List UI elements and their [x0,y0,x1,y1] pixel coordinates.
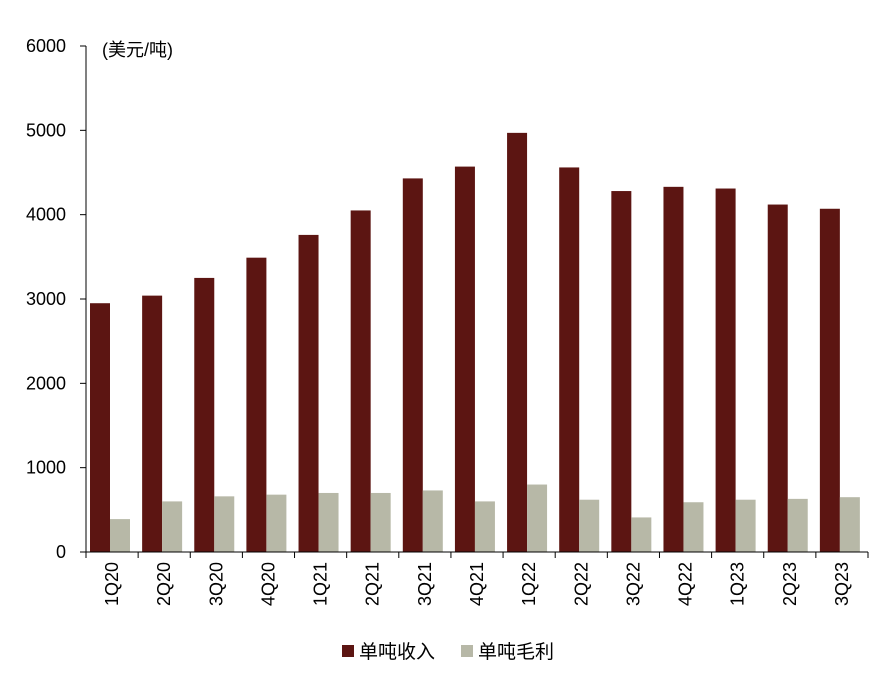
x-tick-label: 3Q23 [832,562,852,606]
y-tick-label: 4000 [26,205,66,225]
y-tick-label: 5000 [26,120,66,140]
revenue-bar-3Q20 [194,277,215,552]
x-tick-label: 1Q21 [311,562,331,606]
x-tick-label: 1Q23 [728,562,748,606]
revenue-bar-2Q20 [142,295,163,552]
x-tick-label: 3Q20 [206,562,226,606]
x-tick-label: 2Q23 [780,562,800,606]
x-tick-label: 2Q21 [363,562,383,606]
x-tick-label: 2Q22 [571,562,591,606]
revenue-bar-4Q20 [246,257,267,552]
x-axis-tick-labels: 1Q20 2Q20 3Q20 4Q20 1Q21 2Q21 3Q21 4Q21 1Q22 2Q22… [102,562,852,606]
legend-label-margin: 单吨毛利 [478,641,554,663]
revenue-bar-2Q22 [559,167,580,552]
y-tick-label: 1000 [26,458,66,478]
margin-bar-1Q21 [318,492,339,552]
margin-bar-2Q21 [370,492,391,552]
margin-bar-3Q21 [422,490,443,552]
x-tick-label: 2Q20 [154,562,174,606]
revenue-bar-3Q23 [819,208,840,552]
revenue-bar-1Q23 [715,188,736,553]
revenue-bar-3Q22 [611,191,632,552]
margin-bar-2Q22 [579,499,600,552]
margin-bar-1Q22 [527,484,548,552]
x-tick-label: 4Q21 [467,562,487,606]
axes [80,45,869,558]
revenue-bar-1Q20 [90,303,110,552]
legend-swatch-revenue [342,645,354,657]
revenue-bar-2Q23 [767,204,788,552]
revenue-bar-3Q21 [402,178,423,553]
y-tick-label: 6000 [26,36,66,56]
margin-bar-2Q20 [162,501,183,552]
legend-swatch-margin [461,645,473,657]
y-tick-label: 0 [56,542,66,562]
y-tick-label: 2000 [26,373,66,393]
legend-label-revenue: 单吨收入 [359,641,435,663]
margin-bar-3Q20 [214,496,235,552]
x-tick-label: 1Q22 [519,562,539,606]
margin-bar-3Q22 [631,517,652,552]
legend: 单吨收入 单吨毛利 [342,641,554,663]
margin-bar-4Q22 [683,502,704,552]
margin-bar-1Q20 [110,519,130,552]
revenue-bar-1Q21 [298,234,319,552]
x-tick-label: 4Q20 [258,562,278,606]
y-axis-unit-label: (美元/吨) [102,40,173,60]
x-tick-label: 3Q22 [623,562,643,606]
revenue-bar-1Q22 [507,132,528,552]
revenue-bar-4Q22 [663,186,684,552]
margin-bar-4Q21 [474,501,495,552]
x-tick-label: 1Q20 [102,562,122,606]
y-tick-label: 3000 [26,289,66,309]
bars [90,132,860,553]
x-tick-label: 4Q22 [676,562,696,606]
margin-bar-1Q23 [735,499,756,552]
revenue-bar-4Q21 [454,166,475,552]
margin-bar-2Q23 [787,498,808,552]
x-tick-label: 3Q21 [415,562,435,606]
margin-bar-4Q20 [266,494,287,552]
y-axis-tick-labels: 0 1000 2000 3000 4000 5000 6000 [26,36,66,562]
revenue-bar-2Q21 [350,210,371,552]
margin-bar-3Q23 [839,497,860,552]
